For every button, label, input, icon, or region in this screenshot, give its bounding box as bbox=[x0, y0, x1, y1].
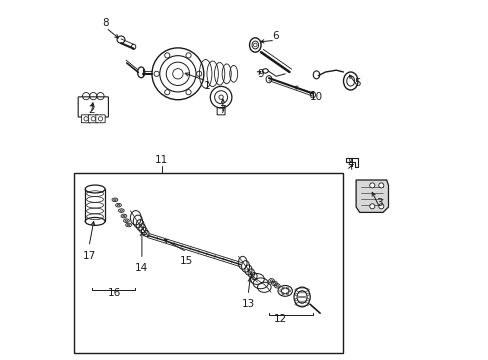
FancyBboxPatch shape bbox=[78, 97, 108, 117]
Circle shape bbox=[378, 204, 383, 209]
FancyBboxPatch shape bbox=[96, 115, 105, 123]
FancyBboxPatch shape bbox=[217, 108, 224, 115]
FancyBboxPatch shape bbox=[81, 115, 91, 123]
FancyBboxPatch shape bbox=[88, 115, 98, 123]
Text: 2: 2 bbox=[88, 105, 95, 115]
Text: 11: 11 bbox=[155, 155, 168, 165]
Circle shape bbox=[378, 183, 383, 188]
Text: 9: 9 bbox=[257, 69, 264, 79]
Circle shape bbox=[369, 204, 374, 209]
Text: 13: 13 bbox=[241, 299, 254, 309]
Text: 5: 5 bbox=[354, 78, 361, 88]
Text: 12: 12 bbox=[273, 314, 286, 324]
Text: 7: 7 bbox=[219, 105, 226, 115]
Circle shape bbox=[185, 90, 191, 95]
Circle shape bbox=[164, 90, 169, 95]
Circle shape bbox=[369, 183, 374, 188]
Text: 14: 14 bbox=[135, 263, 148, 273]
Text: 8: 8 bbox=[102, 18, 109, 28]
Text: 3: 3 bbox=[375, 198, 382, 208]
Polygon shape bbox=[355, 180, 387, 212]
Circle shape bbox=[164, 53, 169, 58]
Polygon shape bbox=[346, 158, 357, 167]
Circle shape bbox=[154, 71, 159, 76]
Text: 10: 10 bbox=[309, 92, 323, 102]
Text: 15: 15 bbox=[180, 256, 193, 266]
Text: 16: 16 bbox=[108, 288, 122, 298]
Bar bbox=[73, 173, 343, 353]
Text: 6: 6 bbox=[271, 31, 278, 41]
Text: 4: 4 bbox=[346, 159, 353, 169]
Circle shape bbox=[185, 53, 191, 58]
Circle shape bbox=[196, 71, 202, 76]
Text: 1: 1 bbox=[203, 81, 209, 91]
Text: 17: 17 bbox=[82, 251, 96, 261]
